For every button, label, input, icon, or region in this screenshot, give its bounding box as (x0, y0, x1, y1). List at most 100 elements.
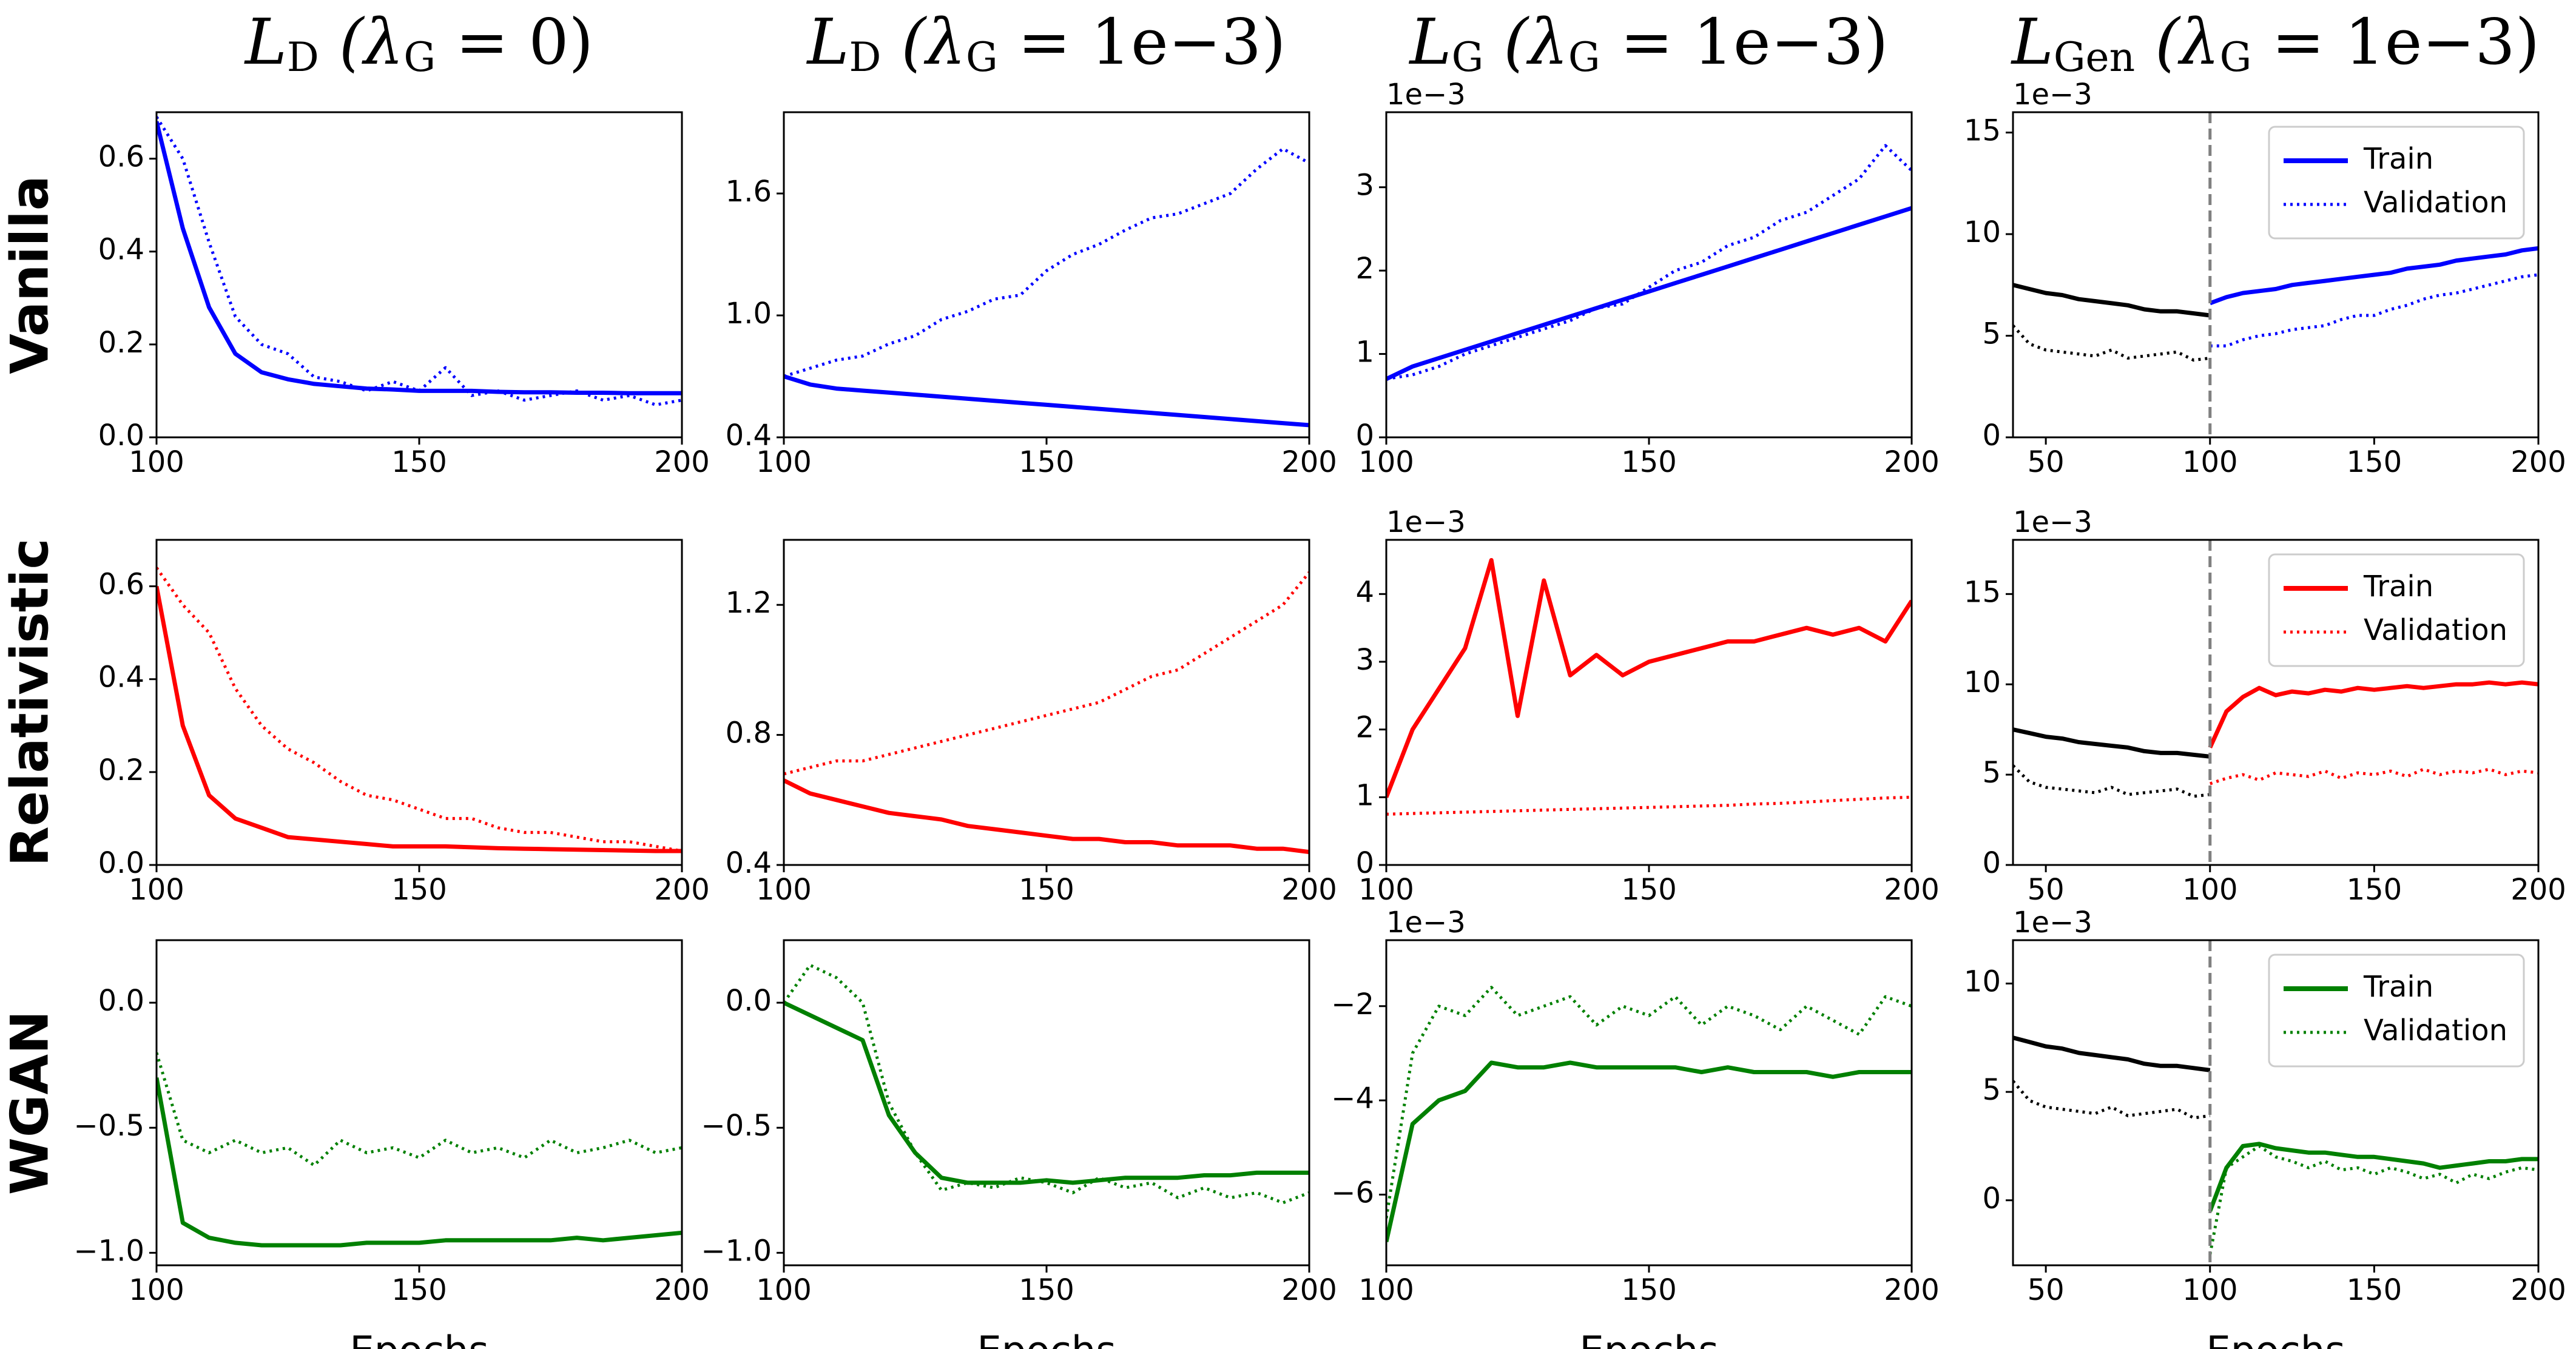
y-tick-label: 0 (1982, 846, 2001, 880)
y-tick-label: 0 (1355, 419, 1374, 452)
series-line (2013, 1080, 2211, 1120)
plot-area (1386, 144, 1912, 381)
y-tick-label: 3 (1355, 643, 1374, 677)
series-line (784, 571, 1309, 776)
legend-box (2268, 954, 2525, 1068)
panel: 100 150 200 0.4 0.8 1.2 (726, 539, 1337, 907)
plot-area (2013, 540, 2538, 865)
plot-frame (2012, 111, 2540, 439)
y-tick-label: 0.2 (98, 753, 144, 787)
title-piece: D (849, 34, 882, 81)
series-line (2013, 1035, 2211, 1072)
series-line (784, 778, 1309, 855)
y-tick-label: 2 (1355, 711, 1374, 745)
x-tick-label: 150 (1621, 445, 1677, 479)
panel: LD (λG = 1e−3) 100 150 200 0.4 1.0 1.6 (726, 5, 1337, 479)
title-piece: Gen (2054, 34, 2135, 81)
y-tick-label: 10 (1964, 964, 2001, 998)
legend-box (2268, 126, 2525, 240)
series-line (1386, 206, 1912, 381)
panel-title: LGen (λG = 1e−3) (2011, 5, 2540, 81)
series-line (157, 121, 682, 395)
panel: 1e−3 50 100 150 200 0 5 10 15 Train Validation (1964, 505, 2566, 907)
y-tick-label: −2 (1331, 987, 1374, 1021)
offset-label: 1e−3 (2013, 906, 2092, 940)
series-line (784, 963, 1309, 1205)
series-line (784, 374, 1309, 428)
panel: WGAN Epochs 100 150 200 0.0 −0.5 −1.0 (0, 939, 710, 1349)
x-tick-label: 100 (1358, 873, 1414, 907)
plot-area (157, 1052, 682, 1248)
title-piece: G (1452, 34, 1484, 81)
y-tick-label: −0.5 (701, 1109, 772, 1143)
series-line (2013, 727, 2211, 759)
x-tick-label: 100 (2182, 445, 2238, 479)
title-piece: G (1568, 34, 1600, 81)
plot-frame (1385, 539, 1913, 866)
panel: Relativistic 100 150 200 0.0 0.2 0.4 0.6 (0, 539, 710, 907)
x-tick-label: 200 (1884, 445, 1940, 479)
title-piece: L (1409, 5, 1452, 79)
title-piece: G (2220, 34, 2252, 81)
panel: 1e−3 Epochs 50 100 150 200 0 5 10 Train Validation (1964, 906, 2566, 1349)
y-tick-label: −0.5 (73, 1109, 144, 1143)
x-tick-label: 150 (391, 1273, 447, 1307)
x-tick-label: 200 (654, 1273, 710, 1307)
y-tick-label: 0.4 (98, 661, 144, 695)
series-line (2209, 246, 2538, 306)
title-piece: (λ (319, 5, 404, 79)
x-tick-label: 150 (1621, 873, 1677, 907)
x-tick-label: 150 (1019, 445, 1074, 479)
y-tick-label: 0.0 (98, 984, 144, 1018)
series-line (2208, 1145, 2538, 1255)
series-line (784, 147, 1309, 378)
y-tick-label: 0.6 (98, 568, 144, 602)
x-tick-label: 100 (129, 873, 184, 907)
row-label: Vanilla (0, 175, 60, 374)
series-line (1386, 986, 1912, 1219)
plot-area (157, 116, 682, 406)
panel: LD (λG = 0) Vanilla 100 150 200 0.0 0.2 0.4 0.6 (0, 5, 710, 479)
x-tick-label: 50 (2028, 445, 2065, 479)
plot-area (1386, 986, 1912, 1242)
x-tick-label: 200 (1281, 873, 1337, 907)
x-tick-label: 150 (391, 445, 447, 479)
y-tick-label: 1 (1355, 778, 1374, 812)
plot-frame (155, 939, 683, 1267)
y-tick-label: 0 (1982, 419, 2001, 452)
y-tick-label: 5 (1982, 756, 2001, 790)
plot-frame (155, 539, 683, 866)
x-tick-label: 200 (654, 445, 710, 479)
title-piece: L (806, 5, 849, 79)
series-line (1386, 1060, 1912, 1242)
x-tick-label: 200 (2510, 445, 2566, 479)
y-tick-label: 15 (1964, 575, 2001, 609)
title-piece: G (966, 34, 998, 81)
y-tick-label: −6 (1331, 1176, 1374, 1209)
offset-label: 1e−3 (2013, 505, 2092, 539)
series-line (2013, 283, 2211, 318)
x-tick-label: 200 (1281, 445, 1337, 479)
x-axis-label: Epochs (349, 1329, 488, 1349)
legend-label: Train (2363, 142, 2433, 176)
series-line (1386, 795, 1912, 816)
x-tick-label: 150 (391, 873, 447, 907)
x-tick-label: 100 (756, 1273, 812, 1307)
series-line (2208, 1142, 2538, 1212)
plot-area (784, 571, 1309, 855)
title-piece: = 1e−3) (998, 5, 1286, 79)
title-piece: (λ (881, 5, 966, 79)
y-tick-label: 4 (1355, 575, 1374, 609)
series-line (157, 585, 682, 853)
y-tick-label: 5 (1982, 317, 2001, 351)
y-tick-label: 10 (1964, 665, 2001, 699)
panel-title: LG (λG = 1e−3) (1409, 5, 1889, 81)
plot-area (2013, 940, 2538, 1265)
title-piece: = 0) (436, 5, 593, 79)
plot-frame (783, 939, 1310, 1267)
y-tick-label: 3 (1355, 169, 1374, 203)
x-tick-label: 150 (1019, 1273, 1074, 1307)
legend-label: Train (2363, 970, 2433, 1004)
x-tick-label: 200 (1281, 1273, 1337, 1307)
